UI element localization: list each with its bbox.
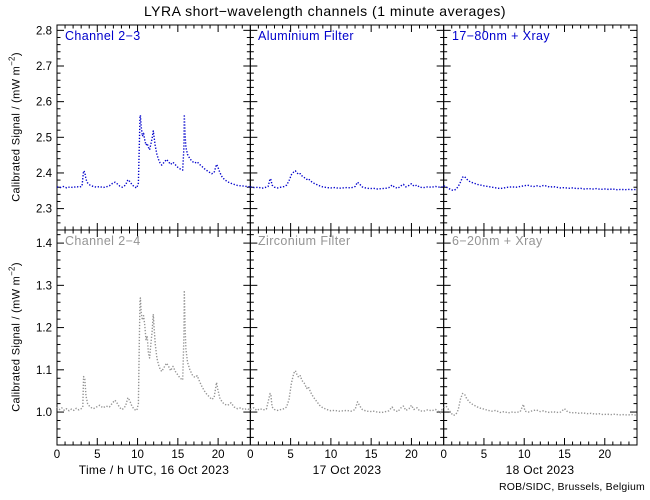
- series-curve-zirconium-filter: [249, 370, 445, 414]
- y-tick-label: 2.6: [36, 97, 52, 109]
- y-tick-label: 1.2: [36, 323, 52, 335]
- x-tick-label: 0: [440, 449, 446, 461]
- panel-border: [56, 229, 251, 446]
- series-curve-6-20nm-xray: [443, 392, 638, 417]
- x-axis-day-label-16-oct: Time / h UTC, 16 Oct 2023: [78, 463, 230, 477]
- y-tick-label: 1.4: [36, 238, 53, 250]
- series-curve-channel-2-3: [56, 113, 251, 189]
- x-tick-label: 20: [405, 449, 418, 461]
- panel-border: [249, 229, 445, 446]
- panel-label-6-20nm-xray: 6−20nm + Xray: [452, 234, 543, 248]
- series-curve-channel-2-4: [56, 289, 251, 412]
- x-tick-label: 15: [171, 449, 184, 461]
- panel-border: [443, 24, 638, 231]
- y-tick-label: 2.8: [36, 25, 52, 37]
- x-tick-label: 10: [518, 449, 531, 461]
- y-tick-label: 1.1: [36, 365, 52, 377]
- chart-title: LYRA short−wavelength channels (1 minute…: [143, 3, 507, 19]
- panel-border: [249, 24, 445, 231]
- x-tick-label: 0: [54, 449, 60, 461]
- y-tick-label: 2.4: [36, 168, 53, 180]
- x-tick-label: 10: [131, 449, 144, 461]
- x-tick-label: 20: [212, 449, 225, 461]
- x-tick-label: 20: [598, 449, 611, 461]
- x-tick-label: 0: [247, 449, 253, 461]
- panel-label-aluminium-filter: Aluminium Filter: [258, 29, 354, 43]
- series-curve-aluminium-filter: [250, 170, 444, 190]
- x-tick-label: 5: [94, 449, 100, 461]
- panel-border: [443, 229, 638, 446]
- credit-text: ROB/SIDC, Brussels, Belgium: [498, 481, 645, 493]
- x-tick-label: 10: [324, 449, 337, 461]
- x-axis-day-label-17-oct: 17 Oct 2023: [312, 463, 382, 477]
- y-tick-label: 1.0: [36, 407, 52, 419]
- panel-label-zirconium-filter: Zirconium Filter: [258, 234, 351, 248]
- x-tick-label: 15: [558, 449, 571, 461]
- y-tick-label: 1.3: [36, 280, 52, 292]
- panel-label-17-80nm-xray: 17−80nm + Xray: [452, 29, 551, 43]
- x-tick-label: 5: [287, 449, 293, 461]
- panel-border: [56, 24, 251, 231]
- y-tick-label: 2.7: [36, 61, 52, 73]
- panel-label-channel-2-3: Channel 2−3: [65, 29, 141, 43]
- y-tick-label: 2.3: [36, 204, 52, 216]
- series-curve-17-80nm-xray: [443, 175, 638, 192]
- panel-label-channel-2-4: Channel 2−4: [65, 234, 141, 248]
- x-axis-day-label-18-oct: 18 Oct 2023: [505, 463, 575, 477]
- x-tick-label: 5: [481, 449, 487, 461]
- x-tick-label: 15: [365, 449, 378, 461]
- y-tick-label: 2.5: [36, 132, 52, 144]
